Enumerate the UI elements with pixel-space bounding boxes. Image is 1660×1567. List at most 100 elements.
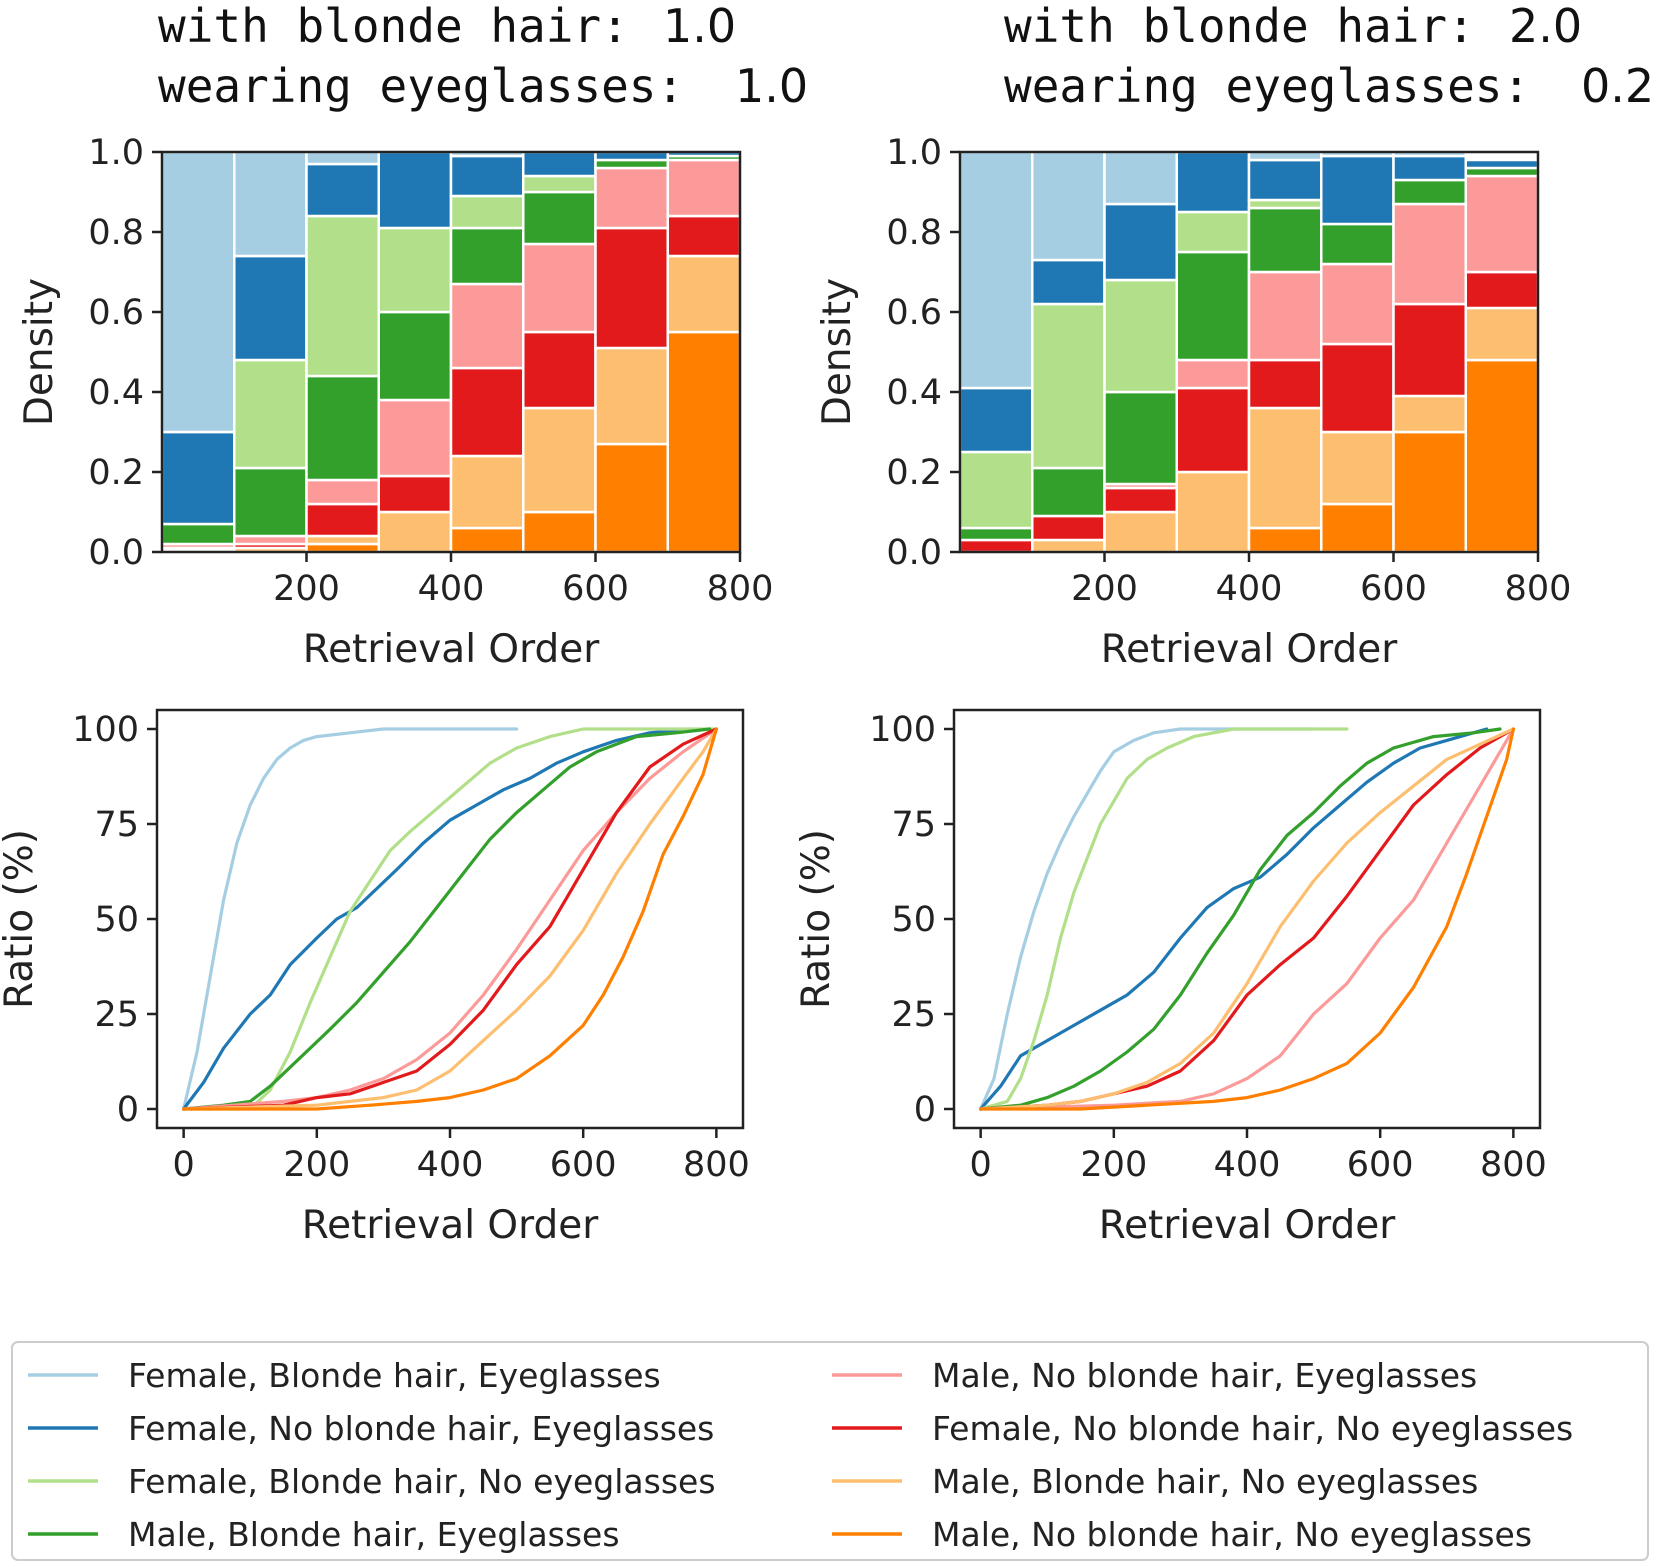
density-chart-left: 200 400 600 800 0.0 0.2 0.4 0.6 0.8 1.0 Retrieval …: [17, 133, 773, 672]
bar-segment-female-no-blonde-hair-eyeglasses-bin-7: [1464, 158, 1540, 170]
y-tick-label: 0: [914, 1090, 936, 1130]
y-tick-label: 50: [94, 900, 139, 940]
bar-segment-male-no-blonde-hair-no-eyeglasses-bin-6: [594, 442, 669, 554]
bar-segment-male-blonde-hair-no-eyeglasses-bin-7: [1464, 306, 1540, 362]
title-right-line2-value: 0.2: [1581, 59, 1654, 113]
y-tick-label: 0.6: [88, 293, 144, 333]
bar-segment-female-no-blonde-hair-no-eyeglasses-bin-7: [1464, 270, 1540, 310]
bar-segment-female-blonde-hair-eyeglasses-bin-1: [233, 150, 308, 258]
y-axis-label: Ratio (%): [0, 829, 42, 1009]
density-chart-right: 200 400 600 800 0.0 0.2 0.4 0.6 0.8 1.0 Retrieval …: [815, 133, 1571, 672]
legend-label-female-no-blonde-hair-eyeglasses: Female, No blonde hair, Eyeglasses: [128, 1409, 714, 1448]
bar-segment-male-blonde-hair-eyeglasses-bin-1: [1031, 466, 1106, 518]
bar-segment-female-no-blonde-hair-eyeglasses-bin-1: [1031, 258, 1106, 306]
line-male-blonde-hair-no-eyeglasses: [182, 727, 719, 1111]
x-tick-label: 400: [418, 569, 485, 609]
x-tick-label: 600: [1347, 1145, 1414, 1185]
x-tick-label: 800: [707, 569, 774, 609]
bar-segment-female-no-blonde-hair-eyeglasses-bin-4: [449, 154, 525, 198]
bar-segment-female-no-blonde-hair-eyeglasses-bin-5: [522, 150, 597, 178]
bar-segment-female-no-blonde-hair-no-eyeglasses-bin-3: [1175, 386, 1251, 474]
y-tick-label: 1.0: [886, 133, 942, 173]
title-left-line1-value: 1.0: [663, 0, 736, 53]
bar-segment-male-blonde-hair-eyeglasses-bin-2: [1103, 390, 1178, 486]
bar-segment-male-no-blonde-hair-eyeglasses-bin-4: [1247, 270, 1323, 362]
bar-segment-male-no-blonde-hair-no-eyeglasses-bin-7: [1464, 358, 1540, 554]
bar-segment-male-blonde-hair-no-eyeglasses-bin-5: [522, 406, 597, 514]
x-tick-label: 400: [417, 1145, 484, 1185]
x-tick-label: 400: [1216, 569, 1283, 609]
bar-segment-female-no-blonde-hair-no-eyeglasses-bin-3: [377, 474, 453, 514]
bar-segment-female-blonde-hair-no-eyeglasses-bin-3: [1175, 210, 1251, 254]
bar-segment-male-blonde-hair-no-eyeglasses-bin-5: [1320, 430, 1395, 506]
bar-segment-female-no-blonde-hair-eyeglasses-bin-2: [305, 162, 380, 218]
bar-segment-female-no-blonde-hair-no-eyeglasses-bin-5: [522, 330, 597, 410]
y-tick-label: 50: [891, 900, 936, 940]
y-tick-label: 100: [72, 710, 139, 750]
legend-label-female-blonde-hair-no-eyeglasses: Female, Blonde hair, No eyeglasses: [128, 1462, 716, 1501]
bar-segment-male-blonde-hair-eyeglasses-bin-3: [1175, 250, 1251, 362]
bar-segment-female-no-blonde-hair-no-eyeglasses-bin-2: [1103, 486, 1178, 514]
x-tick-label: 600: [550, 1145, 617, 1185]
bar-segment-female-blonde-hair-no-eyeglasses-bin-1: [233, 358, 308, 470]
y-axis-label: Density: [815, 278, 860, 426]
y-tick-label: 25: [891, 995, 936, 1035]
bar-segment-male-blonde-hair-no-eyeglasses-bin-3: [1175, 470, 1251, 554]
x-tick-label: 0: [172, 1145, 194, 1185]
bar-segment-male-blonde-hair-no-eyeglasses-bin-4: [449, 454, 525, 530]
bar-segment-female-blonde-hair-no-eyeglasses-bin-5: [522, 174, 597, 194]
line-male-no-blonde-hair-eyeglasses: [978, 727, 1516, 1111]
bar-segment-female-no-blonde-hair-eyeglasses-bin-2: [1103, 202, 1178, 282]
line-female-blonde-hair-no-eyeglasses: [182, 727, 719, 1111]
bar-segment-male-blonde-hair-eyeglasses-bin-6: [1392, 178, 1467, 206]
line-male-no-blonde-hair-no-eyeglasses: [182, 727, 719, 1111]
y-tick-label: 0.8: [88, 213, 144, 253]
x-tick-label: 200: [1071, 569, 1138, 609]
bar-segment-female-blonde-hair-eyeglasses-bin-0: [160, 150, 236, 434]
y-tick-label: 0.6: [886, 293, 942, 333]
bar-segment-male-no-blonde-hair-no-eyeglasses-bin-4: [1247, 526, 1323, 554]
bar-segment-male-blonde-hair-eyeglasses-bin-4: [449, 226, 525, 286]
x-tick-label: 200: [273, 569, 340, 609]
legend-label-male-no-blonde-hair-eyeglasses: Male, No blonde hair, Eyeglasses: [932, 1356, 1477, 1395]
bar-segment-male-no-blonde-hair-eyeglasses-bin-3: [1175, 358, 1251, 390]
bar-segment-female-no-blonde-hair-no-eyeglasses-bin-7: [666, 214, 742, 258]
line-female-no-blonde-hair-no-eyeglasses: [182, 727, 719, 1111]
y-axis-label: Ratio (%): [794, 829, 839, 1009]
bar-segment-male-blonde-hair-eyeglasses-bin-1: [233, 466, 308, 538]
line-female-blonde-hair-eyeglasses: [978, 727, 1316, 1111]
y-tick-label: 0.4: [886, 373, 942, 413]
bar-segment-male-blonde-hair-eyeglasses-bin-0: [160, 522, 236, 546]
bar-segment-female-no-blonde-hair-eyeglasses-bin-4: [1247, 158, 1323, 202]
bar-segment-female-blonde-hair-eyeglasses-bin-0: [958, 150, 1034, 390]
bar-segment-female-blonde-hair-no-eyeglasses-bin-1: [1031, 302, 1106, 470]
x-tick-label: 600: [1360, 569, 1427, 609]
bar-segment-female-blonde-hair-eyeglasses-bin-2: [1103, 150, 1178, 206]
y-tick-label: 100: [869, 710, 936, 750]
bar-segment-female-blonde-hair-no-eyeglasses-bin-3: [377, 226, 453, 314]
title-right: with blonde hair: 2.0 wearing eyeglasses…: [1004, 0, 1654, 113]
legend-label-female-blonde-hair-eyeglasses: Female, Blonde hair, Eyeglasses: [128, 1356, 661, 1395]
bar-segment-female-blonde-hair-no-eyeglasses-bin-2: [1103, 278, 1178, 394]
line-female-blonde-hair-eyeglasses: [182, 727, 519, 1111]
title-right-line2-label: wearing eyeglasses:: [1004, 59, 1530, 113]
bar-segment-male-no-blonde-hair-eyeglasses-bin-6: [1392, 202, 1467, 306]
bar-segment-female-no-blonde-hair-eyeglasses-bin-5: [1320, 154, 1395, 226]
bar-segment-female-no-blonde-hair-eyeglasses-bin-6: [1392, 154, 1467, 182]
bar-segment-male-blonde-hair-eyeglasses-bin-0: [958, 526, 1034, 542]
bar-segment-male-no-blonde-hair-eyeglasses-bin-7: [1464, 174, 1540, 274]
bar-segment-female-no-blonde-hair-no-eyeglasses-bin-4: [1247, 358, 1323, 410]
x-tick-label: 800: [1505, 569, 1572, 609]
bar-segment-male-no-blonde-hair-eyeglasses-bin-7: [666, 158, 742, 218]
x-axis-label: Retrieval Order: [1101, 627, 1399, 672]
bar-segment-male-no-blonde-hair-no-eyeglasses-bin-5: [522, 510, 597, 554]
bar-segment-male-no-blonde-hair-eyeglasses-bin-5: [1320, 262, 1395, 346]
bar-segment-male-blonde-hair-eyeglasses-bin-5: [522, 190, 597, 246]
bar-segment-male-blonde-hair-no-eyeglasses-bin-6: [594, 346, 669, 446]
legend: Female, Blonde hair, Eyeglasses Female, N…: [11, 1341, 1649, 1561]
bar-segment-male-blonde-hair-no-eyeglasses-bin-1: [1031, 538, 1106, 554]
y-tick-label: 75: [891, 805, 936, 845]
x-tick-label: 200: [283, 1145, 350, 1185]
line-female-no-blonde-hair-eyeglasses: [978, 727, 1489, 1111]
